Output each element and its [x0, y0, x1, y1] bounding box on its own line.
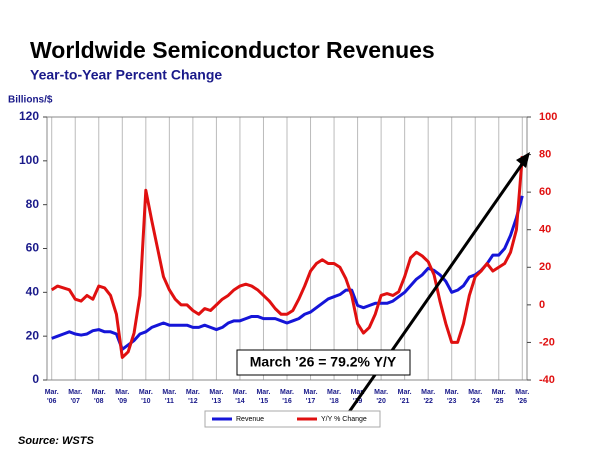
x-tick-label: Mar. '15	[256, 389, 270, 405]
y2-tick-label: 80	[539, 148, 551, 160]
x-tick-label: Mar. '07	[68, 389, 82, 405]
x-tick-label: Mar. '21	[398, 389, 412, 405]
x-tick-label: Mar. '26	[515, 389, 529, 405]
y-axis-label: Billions/$	[8, 95, 53, 106]
y2-tick-label: -40	[539, 374, 555, 386]
x-tick-label: Mar. '22	[421, 389, 435, 405]
x-tick-label: Mar. '24	[468, 389, 482, 405]
annotation-box	[236, 349, 411, 376]
y2-tick-label: 60	[539, 186, 551, 198]
x-tick-label: Mar. '09	[115, 389, 129, 405]
x-tick-label: Mar. '13	[209, 389, 223, 405]
x-tick-label: Mar. '17	[304, 389, 318, 405]
x-tick-label: Mar. '08	[92, 389, 106, 405]
legend-box	[204, 410, 381, 428]
chart-title: Worldwide Semiconductor Revenues	[30, 37, 435, 63]
annotation: March ’26 = 79.2% Y/Y	[250, 354, 397, 370]
chart-subtitle: Year-to-Year Percent Change	[30, 67, 222, 83]
y2-tick-label: -20	[539, 336, 555, 348]
x-tick-label: Mar. '25	[492, 389, 506, 405]
y-tick-label: 40	[26, 285, 40, 299]
x-tick-label: Mar. '12	[186, 389, 200, 405]
x-tick-label: Mar. '16	[280, 389, 294, 405]
y-tick-label: 60	[26, 241, 40, 255]
y2-tick-label: 100	[539, 111, 557, 123]
source: Source: WSTS	[18, 435, 94, 447]
x-tick-label: Mar. '11	[162, 389, 176, 405]
x-tick-label: Mar. '20	[374, 389, 388, 405]
y-tick-label: 80	[26, 197, 40, 211]
y-tick-label: 100	[19, 153, 39, 167]
y-tick-label: 120	[19, 109, 39, 123]
y2-tick-label: 40	[539, 224, 551, 236]
x-tick-label: Mar. '14	[233, 389, 247, 405]
y-tick-label: 0	[32, 372, 39, 386]
y-tick-label: 20	[26, 328, 40, 342]
series-line	[50, 155, 524, 359]
legend-label: Y/Y % Change	[321, 416, 367, 423]
x-tick-label: Mar. '06	[45, 389, 59, 405]
x-tick-label: Mar. '23	[445, 389, 459, 405]
arrow-head	[516, 152, 530, 168]
legend-label: Revenue	[236, 416, 264, 423]
x-tick-label: Mar. '18	[327, 389, 341, 405]
y2-tick-label: 0	[539, 299, 545, 311]
x-tick-label: Mar. '10	[139, 389, 153, 405]
y2-tick-label: 20	[539, 261, 551, 273]
arrow	[338, 156, 529, 426]
